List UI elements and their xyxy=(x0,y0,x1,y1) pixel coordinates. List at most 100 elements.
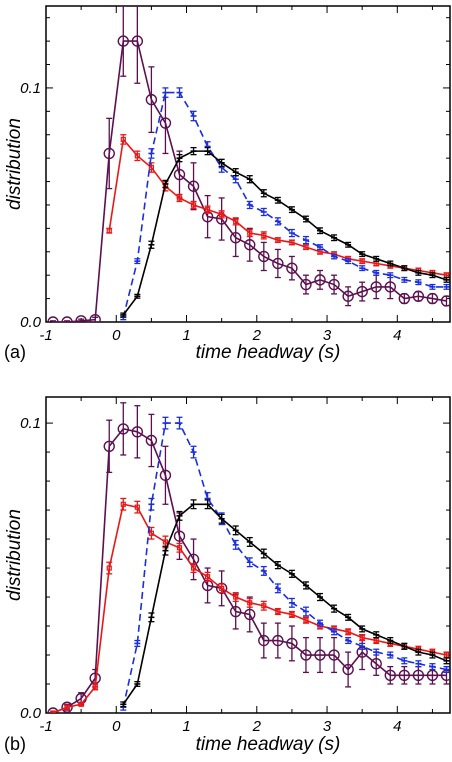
x-tick-label: 1 xyxy=(182,327,190,344)
data-point xyxy=(345,629,351,635)
data-point xyxy=(398,292,411,305)
data-point xyxy=(300,649,312,661)
data-point xyxy=(148,530,154,536)
data-point xyxy=(247,230,253,236)
series-line xyxy=(122,422,447,708)
data-point xyxy=(176,195,183,201)
data-point xyxy=(303,617,309,623)
data-point xyxy=(275,608,281,615)
data-point xyxy=(356,285,368,298)
data-point xyxy=(145,434,158,447)
data-point xyxy=(412,669,425,682)
data-point xyxy=(261,603,267,609)
x-tick-label: 2 xyxy=(252,718,262,735)
data-point xyxy=(219,585,225,591)
data-point xyxy=(342,663,354,676)
data-point xyxy=(106,565,112,571)
data-point xyxy=(92,684,98,690)
data-point xyxy=(244,239,256,251)
data-point xyxy=(162,539,169,545)
data-point xyxy=(120,136,126,143)
data-point xyxy=(117,423,129,435)
chart-panel-b: -1 0 1 2 3 4 0.0 0.1 time headway (s) distributio… xyxy=(4,396,451,755)
data-point xyxy=(190,565,197,571)
x-tick-label: 3 xyxy=(323,718,332,735)
data-point xyxy=(219,211,225,217)
data-point xyxy=(50,710,56,713)
y-tick-label: 0.0 xyxy=(20,314,42,331)
series-2 xyxy=(120,87,450,321)
data-point xyxy=(117,35,129,47)
data-point xyxy=(173,168,186,181)
data-point xyxy=(384,669,396,682)
data-point xyxy=(244,608,256,621)
data-point xyxy=(205,574,211,580)
data-point xyxy=(103,440,115,452)
data-point xyxy=(359,258,365,264)
data-point xyxy=(190,202,197,208)
data-point xyxy=(187,180,200,192)
x-tick-label: 2 xyxy=(252,327,262,344)
data-point xyxy=(134,153,140,159)
data-point xyxy=(398,669,411,682)
data-point xyxy=(159,117,172,129)
data-point xyxy=(258,634,270,647)
series-1 xyxy=(50,497,450,713)
x-tick-label: 4 xyxy=(393,327,401,344)
x-tick-label: -1 xyxy=(39,718,52,735)
data-point xyxy=(75,315,87,322)
data-point xyxy=(61,701,73,713)
data-point xyxy=(440,295,450,307)
data-point xyxy=(370,281,382,293)
data-point xyxy=(328,649,340,661)
data-point xyxy=(303,244,309,250)
y-axis-label: distribution xyxy=(4,509,25,601)
data-point xyxy=(230,605,242,618)
data-point xyxy=(47,316,59,322)
data-point xyxy=(205,207,211,213)
panel-label: (b) xyxy=(4,734,26,754)
data-point xyxy=(64,704,70,710)
y-tick-label: 0.1 xyxy=(20,80,41,97)
x-tick-label: -1 xyxy=(39,327,52,344)
plot-frame xyxy=(45,5,451,323)
data-point xyxy=(359,635,365,641)
x-tick-label: 4 xyxy=(393,718,401,735)
data-point xyxy=(233,594,239,600)
series-line xyxy=(122,91,447,318)
series-line xyxy=(122,150,447,316)
data-point xyxy=(120,501,126,507)
data-point xyxy=(300,278,312,291)
x-axis-label: time headway (s) xyxy=(196,734,341,755)
series-3 xyxy=(120,146,450,318)
x-tick-label: 0 xyxy=(112,327,121,344)
data-point xyxy=(384,281,396,293)
data-point xyxy=(89,313,101,322)
data-point xyxy=(272,257,284,270)
data-point xyxy=(247,600,253,606)
data-point xyxy=(258,250,270,263)
data-point xyxy=(426,669,439,682)
data-point xyxy=(272,634,284,647)
data-point xyxy=(426,292,439,305)
data-point xyxy=(233,218,239,224)
data-point xyxy=(145,93,158,106)
x-tick-label: 1 xyxy=(182,718,190,735)
data-point xyxy=(286,262,298,274)
data-point xyxy=(103,147,115,160)
series-2 xyxy=(120,416,450,711)
data-point xyxy=(176,545,183,551)
data-point xyxy=(61,316,73,322)
data-point xyxy=(47,707,59,713)
data-point xyxy=(173,530,186,542)
data-point xyxy=(134,504,140,510)
data-point xyxy=(342,290,354,302)
data-point xyxy=(412,290,425,302)
data-point xyxy=(314,649,326,661)
data-point xyxy=(289,239,295,246)
series-0 xyxy=(47,6,450,322)
data-point xyxy=(286,637,298,650)
x-tick-label: 0 xyxy=(112,718,121,735)
data-point xyxy=(370,658,382,670)
data-point xyxy=(261,232,267,238)
